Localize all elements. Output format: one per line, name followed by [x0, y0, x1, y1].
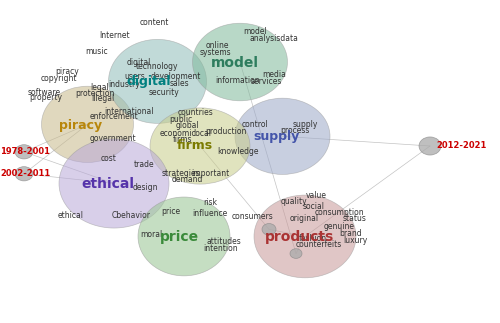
Text: price: price: [162, 207, 180, 216]
Text: risk: risk: [203, 198, 217, 207]
Text: strategies: strategies: [162, 169, 200, 178]
Text: luxury: luxury: [343, 236, 367, 245]
Text: supply: supply: [254, 130, 300, 143]
Text: moral: moral: [140, 230, 162, 239]
Ellipse shape: [15, 145, 33, 159]
Text: online: online: [206, 41, 229, 50]
Text: government: government: [89, 134, 136, 143]
Text: status: status: [343, 214, 367, 223]
Text: products: products: [266, 230, 334, 244]
Text: development: development: [151, 72, 201, 81]
Text: security: security: [148, 88, 180, 97]
Text: attitudes: attitudes: [206, 237, 242, 246]
Text: illegal: illegal: [91, 94, 114, 103]
Text: 2002-2011: 2002-2011: [0, 169, 50, 178]
Text: digital: digital: [127, 75, 171, 88]
Text: model: model: [211, 56, 259, 70]
Text: knowledge: knowledge: [217, 147, 258, 156]
Text: 1978-2001: 1978-2001: [0, 147, 50, 156]
Ellipse shape: [290, 249, 302, 258]
Ellipse shape: [192, 23, 288, 101]
Text: piracy: piracy: [60, 119, 102, 132]
Text: social: social: [303, 202, 325, 211]
Text: users: users: [124, 72, 146, 81]
Text: systems: systems: [199, 48, 231, 57]
Text: counterfeits: counterfeits: [296, 240, 342, 249]
Text: Internet: Internet: [100, 31, 130, 40]
Text: production: production: [206, 127, 246, 136]
Text: industry: industry: [108, 80, 140, 89]
Text: genuine: genuine: [324, 222, 354, 231]
Ellipse shape: [235, 98, 330, 174]
Text: software: software: [28, 88, 60, 97]
Text: supply: supply: [292, 120, 318, 129]
Text: consumption: consumption: [314, 208, 364, 217]
Text: global: global: [176, 121, 200, 130]
Text: services: services: [250, 77, 282, 86]
Text: local: local: [194, 129, 212, 138]
Text: quality: quality: [280, 197, 307, 206]
Ellipse shape: [59, 139, 169, 228]
Text: demand: demand: [172, 175, 203, 184]
Text: content: content: [140, 18, 168, 27]
Text: fashion: fashion: [298, 234, 326, 243]
Text: piracy: piracy: [56, 67, 80, 76]
Text: sales: sales: [169, 79, 189, 88]
Text: enforcement: enforcement: [90, 112, 138, 121]
Ellipse shape: [150, 108, 250, 184]
Text: digital: digital: [127, 57, 151, 67]
Text: important: important: [191, 169, 229, 178]
Text: intention: intention: [204, 244, 238, 253]
Text: cost: cost: [101, 154, 117, 163]
Text: ethical: ethical: [81, 177, 134, 191]
Text: public: public: [170, 115, 192, 124]
Text: international: international: [104, 107, 154, 116]
Text: firms: firms: [177, 140, 213, 152]
Text: Cbehavior: Cbehavior: [112, 211, 150, 220]
Text: design: design: [132, 183, 158, 193]
Ellipse shape: [419, 137, 441, 155]
Text: protection: protection: [76, 89, 114, 98]
Text: technology: technology: [136, 62, 179, 71]
Text: consumers: consumers: [232, 212, 274, 221]
Ellipse shape: [254, 195, 356, 278]
Text: price: price: [160, 230, 198, 244]
Text: model: model: [243, 27, 267, 36]
Text: trade: trade: [134, 160, 154, 169]
Text: economic: economic: [159, 129, 196, 138]
Text: legal: legal: [90, 83, 110, 92]
Text: value: value: [306, 191, 326, 200]
Text: music: music: [85, 47, 108, 56]
Text: countries: countries: [178, 108, 214, 117]
Text: media: media: [262, 70, 286, 79]
Text: ethical: ethical: [58, 211, 84, 220]
Text: original: original: [290, 214, 318, 223]
Text: influence: influence: [192, 209, 228, 218]
Ellipse shape: [262, 224, 276, 235]
Text: process: process: [280, 126, 310, 135]
Text: analysisdata: analysisdata: [250, 34, 298, 43]
Ellipse shape: [138, 197, 230, 276]
Ellipse shape: [108, 39, 206, 123]
Text: control: control: [242, 120, 268, 129]
Text: 2012-2021: 2012-2021: [436, 141, 486, 150]
Ellipse shape: [42, 86, 134, 162]
Ellipse shape: [15, 167, 33, 181]
Text: firms: firms: [173, 135, 192, 144]
Text: information: information: [215, 76, 260, 85]
Text: brand: brand: [340, 229, 362, 238]
Text: copyright: copyright: [41, 74, 77, 83]
Text: property: property: [30, 93, 62, 102]
